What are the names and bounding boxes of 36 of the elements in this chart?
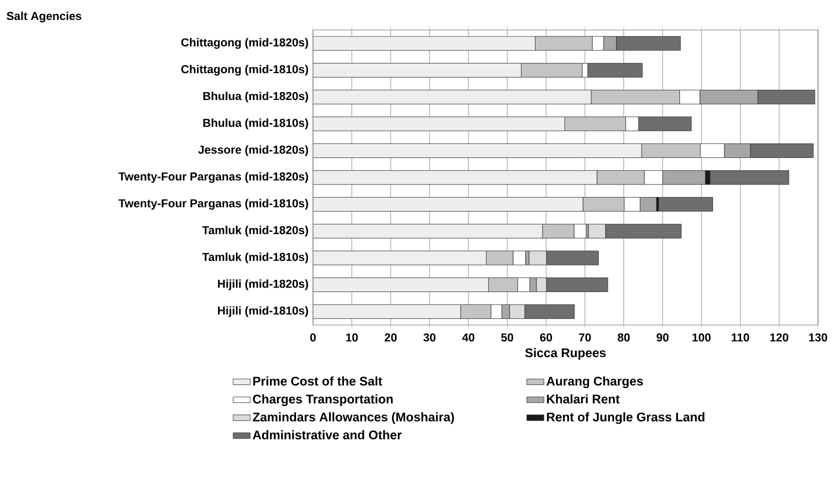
y-tick-label: Hijili (mid-1820s) [218, 279, 308, 290]
legend-label: Khalari Rent [546, 394, 620, 404]
x-tick-label: 10 [346, 333, 358, 342]
y-tick-label: Tamluk (mid-1810s) [202, 252, 308, 264]
x-tick-label: 0 [310, 333, 316, 342]
bar [710, 170, 790, 185]
x-tick-label: 40 [462, 333, 474, 342]
legend-label: Charges Transportation [252, 394, 393, 406]
bar [658, 197, 713, 212]
y-tick-label: Tamluk (mid-1820s) [202, 226, 308, 236]
y-tick-label: Jessore (mid-1820s) [198, 145, 308, 156]
y-tick-label: Bhulua (mid-1820s) [203, 92, 308, 102]
legend-label: Rent of Jungle Grass Land [546, 412, 704, 424]
x-tick-label: 100 [692, 333, 711, 342]
x-tick-label: 50 [501, 333, 514, 342]
x-tick-label: 70 [579, 333, 591, 342]
legend-label: Zamindars Allowances (Moshaira) [252, 412, 454, 424]
y-tick-label: Hijili (mid-1810s) [218, 306, 308, 317]
legend-label: Aurang Charges [546, 376, 643, 388]
legend-label: Administrative and Other [252, 430, 402, 440]
y-axis-title: Salt Agencies [6, 12, 82, 22]
x-tick-label: 30 [423, 333, 436, 342]
x-tick-label: 80 [618, 333, 630, 342]
x-axis-title: Sicca Rupees [525, 348, 606, 360]
y-tick-label: Bhulua (mid-1810s) [203, 118, 308, 130]
y-tick-label: Twenty-Four Parganas (mid-1810s) [118, 198, 308, 210]
x-tick-label: 60 [540, 333, 552, 342]
y-tick-label: Chittagong (mid-1820s) [181, 38, 308, 49]
x-tick-label: 110 [732, 333, 750, 342]
y-tick-label: Twenty-Four Parganas (mid-1820s) [118, 172, 308, 183]
x-tick-label: 20 [384, 333, 397, 342]
y-tick-label: Chittagong (mid-1810s) [181, 64, 308, 76]
x-tick-label: 130 [809, 333, 828, 342]
x-tick-label: 120 [770, 333, 788, 342]
x-tick-label: 90 [656, 333, 669, 342]
legend-label: Prime Cost of the Salt [253, 376, 382, 386]
